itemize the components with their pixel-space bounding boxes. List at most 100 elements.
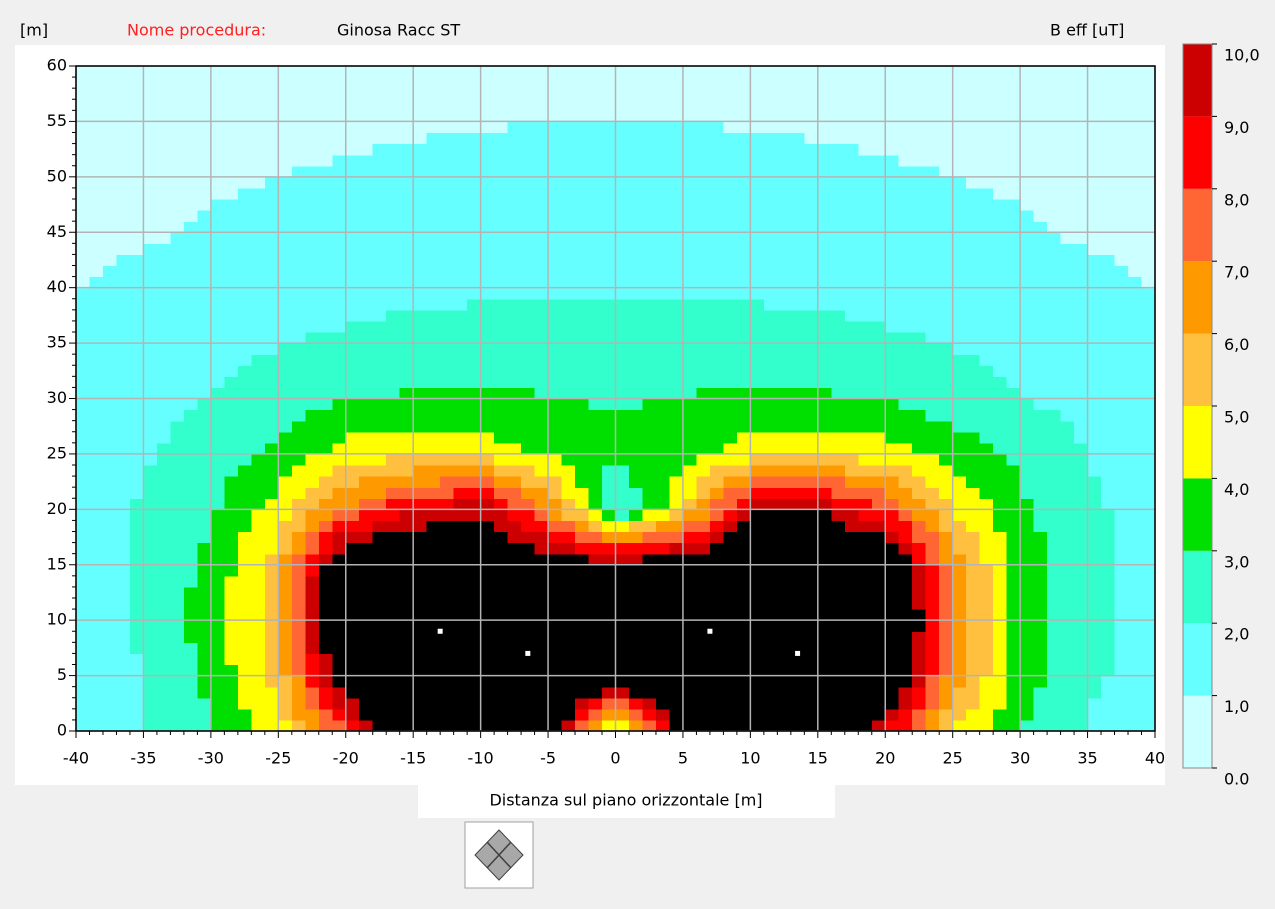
heat-cell bbox=[885, 564, 900, 577]
heat-cell bbox=[399, 642, 414, 655]
heat-cell bbox=[952, 143, 967, 156]
heat-cell bbox=[993, 320, 1008, 333]
heat-cell bbox=[1087, 564, 1102, 577]
heat-cell bbox=[386, 99, 401, 111]
heat-cell bbox=[642, 199, 657, 211]
heat-cell bbox=[345, 387, 360, 400]
pan-button[interactable] bbox=[464, 821, 534, 889]
heat-cell bbox=[898, 653, 913, 666]
heat-cell bbox=[197, 586, 212, 599]
heat-cell bbox=[669, 143, 684, 156]
heat-cell bbox=[925, 354, 940, 366]
heat-cell bbox=[453, 553, 468, 566]
heat-cell bbox=[507, 298, 522, 311]
heat-cell bbox=[817, 697, 832, 710]
heat-cell bbox=[345, 586, 360, 599]
heat-cell bbox=[898, 254, 913, 267]
heat-cell bbox=[615, 66, 630, 78]
heat-cell bbox=[129, 88, 145, 100]
heat-cell bbox=[628, 332, 644, 344]
heat-cell bbox=[467, 110, 482, 123]
heat-cell bbox=[521, 176, 536, 189]
heat-cell bbox=[521, 653, 536, 666]
heat-cell bbox=[237, 187, 252, 200]
heat-cell bbox=[197, 110, 212, 123]
heat-cell bbox=[1128, 265, 1143, 278]
heat-cell bbox=[777, 420, 792, 433]
colorbar-label: B eff [uT] bbox=[1050, 21, 1124, 40]
heat-cell bbox=[413, 121, 428, 134]
heat-cell bbox=[102, 121, 118, 134]
heat-cell bbox=[790, 675, 805, 688]
heat-cell bbox=[1087, 387, 1102, 400]
heat-cell bbox=[237, 575, 252, 588]
heat-cell bbox=[602, 332, 617, 344]
heat-cell bbox=[642, 453, 657, 466]
heat-cell bbox=[210, 110, 225, 123]
heat-cell bbox=[89, 298, 104, 311]
heat-cell bbox=[332, 265, 347, 278]
heat-cell bbox=[305, 376, 320, 389]
heat-cell bbox=[521, 154, 536, 167]
heat-cell bbox=[993, 232, 1008, 244]
heat-cell bbox=[251, 465, 266, 477]
heat-cell bbox=[399, 498, 414, 510]
heat-cell bbox=[628, 564, 644, 577]
heat-cell bbox=[1047, 354, 1062, 366]
heat-cell bbox=[183, 143, 198, 156]
heat-cell bbox=[426, 66, 441, 78]
heat-cell bbox=[102, 343, 118, 355]
heat-cell bbox=[1033, 653, 1048, 666]
heat-cell bbox=[1114, 598, 1129, 610]
heat-cell bbox=[804, 99, 819, 111]
heat-cell bbox=[777, 387, 792, 400]
heat-cell bbox=[534, 276, 549, 289]
heat-cell bbox=[993, 210, 1008, 222]
heat-cell bbox=[723, 66, 738, 78]
heat-cell bbox=[183, 66, 198, 78]
heat-cell bbox=[467, 254, 482, 267]
heat-cell bbox=[264, 653, 279, 666]
heat-cell bbox=[372, 187, 387, 200]
heat-cell bbox=[480, 132, 495, 145]
heat-cell bbox=[763, 453, 778, 466]
heat-cell bbox=[831, 254, 846, 267]
heat-cell bbox=[102, 420, 118, 433]
heat-cell bbox=[844, 132, 859, 145]
heat-cell bbox=[1087, 121, 1102, 134]
heat-cell bbox=[264, 553, 279, 566]
heat-cell bbox=[844, 575, 859, 588]
heat-cell bbox=[1101, 199, 1116, 211]
heat-cell bbox=[534, 132, 549, 145]
heat-cell bbox=[426, 465, 441, 477]
heat-cell bbox=[1020, 187, 1035, 200]
heat-cell bbox=[534, 642, 549, 655]
heat-cell bbox=[939, 154, 954, 167]
heat-cell bbox=[1114, 154, 1129, 167]
heat-cell bbox=[966, 642, 981, 655]
heat-cell bbox=[89, 420, 104, 433]
heat-cell bbox=[642, 165, 657, 178]
heat-cell bbox=[1033, 719, 1048, 732]
heat-cell bbox=[426, 187, 441, 200]
heat-cell bbox=[1114, 409, 1129, 422]
heat-cell bbox=[548, 620, 563, 632]
heat-cell bbox=[264, 176, 279, 189]
heat-cell bbox=[1141, 531, 1156, 544]
heat-cell bbox=[116, 598, 131, 610]
heat-cell bbox=[628, 343, 644, 355]
heat-cell bbox=[1141, 132, 1156, 145]
heat-cell bbox=[750, 586, 765, 599]
heat-cell bbox=[507, 354, 522, 366]
heat-cell bbox=[925, 287, 940, 300]
heat-cell bbox=[116, 631, 131, 643]
heat-cell bbox=[1141, 365, 1156, 377]
heat-cell bbox=[912, 398, 927, 411]
heat-cell bbox=[871, 620, 886, 632]
heat-cell bbox=[669, 287, 684, 300]
heat-cell bbox=[534, 365, 549, 377]
heat-cell bbox=[210, 675, 225, 688]
x-tick-label: 0 bbox=[610, 749, 620, 768]
heat-cell bbox=[804, 320, 819, 333]
heat-cell bbox=[494, 487, 509, 499]
